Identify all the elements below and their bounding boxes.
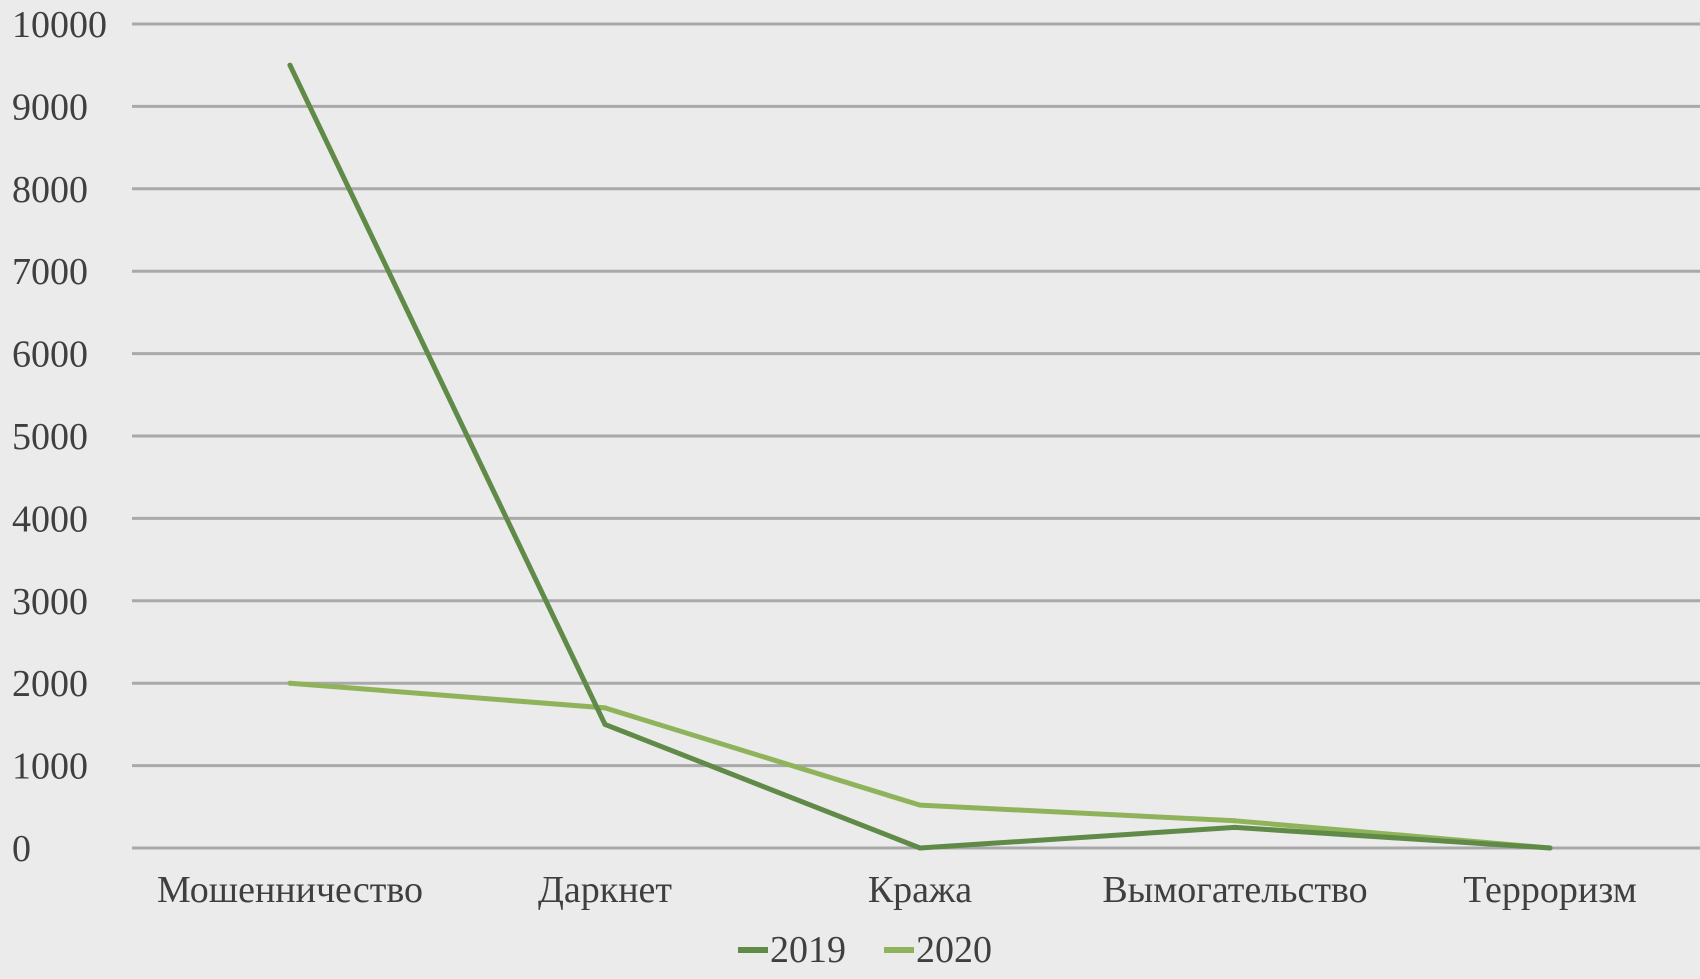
data-point-2020-1: [602, 705, 608, 711]
x-tick-label: Вымогательство: [1102, 869, 1367, 911]
x-tick-label: Мошенничество: [157, 869, 423, 911]
data-point-2019-2: [917, 845, 923, 851]
y-tick-label: 5000: [12, 416, 88, 458]
y-tick-label: 1000: [12, 746, 88, 788]
y-tick-label: 4000: [12, 498, 88, 540]
data-point-2019-0: [287, 62, 293, 68]
x-tick-label: Терроризм: [1463, 869, 1637, 911]
data-point-2019-3: [1232, 824, 1238, 830]
y-tick-label: 7000: [12, 251, 88, 293]
x-tick-label: Кража: [868, 869, 972, 911]
series-lines: [287, 62, 1553, 851]
y-tick-label: 9000: [12, 86, 88, 128]
y-tick-label: 3000: [12, 581, 88, 623]
data-point-2019-4: [1547, 845, 1553, 851]
y-tick-label: 8000: [12, 169, 88, 211]
y-axis-tick-labels: 0 1000 2000 3000 4000 5000 6000 7000 8000 9000 100…: [12, 4, 107, 870]
x-tick-label: Даркнет: [538, 869, 672, 911]
y-tick-label: 2000: [12, 663, 88, 705]
y-tick-label: 6000: [12, 334, 88, 376]
grid-lines: [132, 22, 1700, 850]
legend-label-2020: 2020: [916, 929, 992, 971]
data-point-2019-1: [602, 721, 608, 727]
legend: 2019 2020: [738, 929, 992, 971]
x-axis-tick-labels: Мошенничество Даркнет Кража Вымогательство Т…: [157, 869, 1637, 911]
data-point-2020-0: [287, 680, 293, 686]
y-tick-label: 10000: [12, 4, 107, 46]
data-point-2020-3: [1232, 818, 1238, 824]
series-line-2019: [287, 62, 1553, 851]
data-point-2020-2: [917, 802, 923, 808]
y-tick-label: 0: [12, 828, 31, 870]
legend-label-2019: 2019: [770, 929, 846, 971]
